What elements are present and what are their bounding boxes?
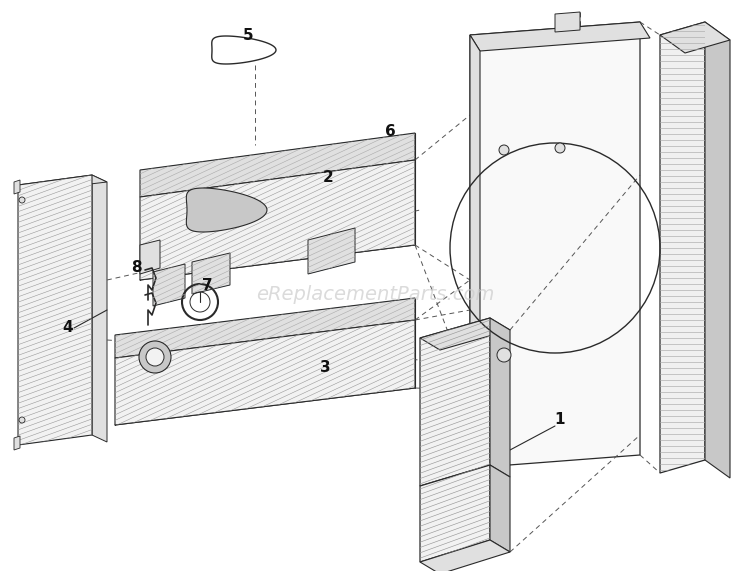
Polygon shape — [14, 180, 20, 194]
Polygon shape — [555, 12, 580, 32]
Polygon shape — [308, 228, 355, 274]
Polygon shape — [490, 318, 510, 477]
Polygon shape — [705, 22, 730, 478]
Polygon shape — [140, 133, 415, 197]
Polygon shape — [18, 175, 107, 192]
Polygon shape — [18, 175, 92, 445]
Polygon shape — [92, 175, 107, 442]
Polygon shape — [115, 320, 415, 425]
Polygon shape — [308, 228, 355, 274]
Text: eReplacementParts.com: eReplacementParts.com — [256, 286, 494, 304]
Polygon shape — [115, 298, 415, 358]
Polygon shape — [470, 35, 480, 482]
Polygon shape — [490, 465, 510, 552]
Polygon shape — [470, 22, 650, 51]
Text: 6: 6 — [385, 124, 395, 139]
Polygon shape — [660, 22, 705, 473]
Polygon shape — [660, 22, 705, 473]
Polygon shape — [470, 22, 640, 468]
Circle shape — [497, 348, 511, 362]
Polygon shape — [14, 436, 20, 450]
Text: 7: 7 — [202, 279, 212, 293]
Text: 3: 3 — [320, 360, 330, 376]
Circle shape — [139, 341, 171, 373]
Polygon shape — [115, 298, 415, 358]
Circle shape — [19, 197, 25, 203]
Text: 2: 2 — [322, 171, 333, 186]
Text: 8: 8 — [130, 260, 141, 275]
Polygon shape — [420, 465, 490, 562]
Text: 4: 4 — [63, 320, 74, 336]
Text: 5: 5 — [243, 27, 254, 42]
Polygon shape — [186, 188, 267, 232]
Polygon shape — [660, 22, 730, 53]
Polygon shape — [140, 160, 415, 280]
Polygon shape — [420, 318, 490, 486]
Circle shape — [146, 348, 164, 366]
Circle shape — [19, 417, 25, 423]
Polygon shape — [140, 160, 415, 280]
Text: 1: 1 — [555, 412, 566, 428]
Polygon shape — [18, 175, 92, 445]
Polygon shape — [115, 320, 415, 425]
Polygon shape — [192, 253, 230, 294]
Circle shape — [499, 145, 509, 155]
Polygon shape — [420, 540, 510, 571]
Polygon shape — [211, 36, 276, 64]
Polygon shape — [153, 264, 185, 306]
Polygon shape — [420, 465, 490, 562]
Polygon shape — [153, 264, 185, 306]
Circle shape — [555, 143, 565, 153]
Polygon shape — [140, 133, 415, 197]
Polygon shape — [192, 253, 230, 294]
Polygon shape — [420, 318, 490, 486]
Polygon shape — [420, 318, 510, 350]
Polygon shape — [140, 240, 160, 274]
